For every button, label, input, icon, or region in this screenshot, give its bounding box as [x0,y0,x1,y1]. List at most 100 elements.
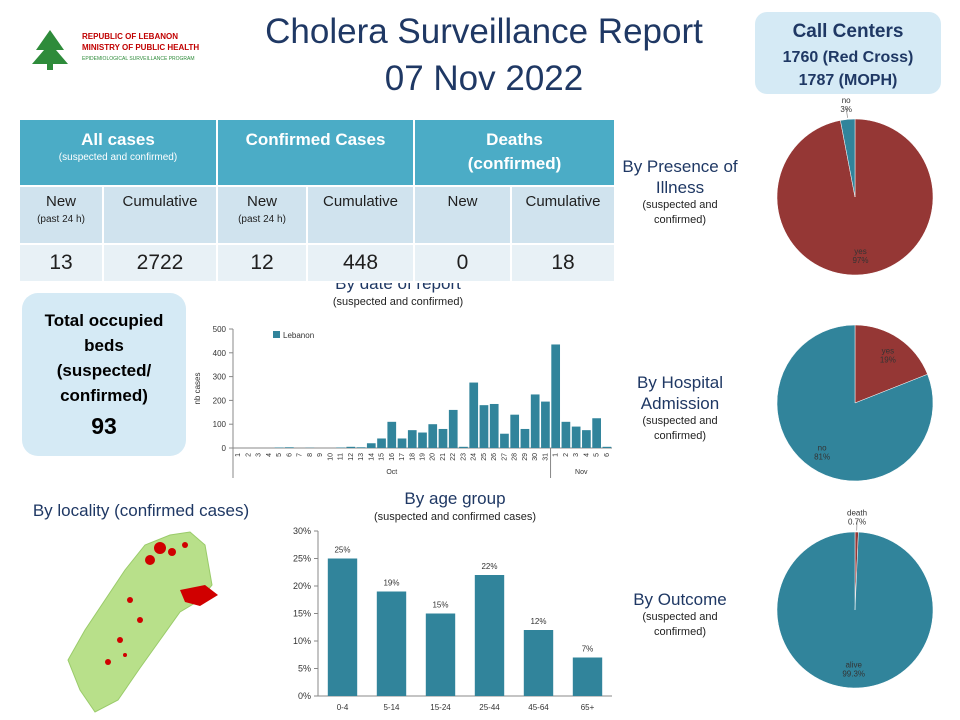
legend-label: Lebanon [283,331,314,340]
y-axis-label: nb cases [193,372,202,404]
bar [469,382,479,448]
call-box [755,12,941,94]
value-label: 12% [530,617,546,626]
beds-box [22,293,186,456]
bar [377,438,386,448]
y-tick-label: 200 [213,396,227,405]
col-header: Cumulative [305,185,416,245]
y-tick-label: 15% [293,609,311,619]
pie-subtitle: (suspected and confirmed) [642,611,718,638]
x-tick-label: 21 [440,453,447,461]
x-tick-label: 23 [460,453,467,461]
x-tick-label: 16 [389,453,396,461]
legend-swatch [273,331,280,338]
x-tick-label: 10 [327,453,334,461]
col-header: New (past 24 h) [18,185,104,245]
x-tick-label: 14 [368,453,375,461]
slice-value: 99.3% [842,669,865,678]
pie-title: By Hospital Admission (suspected and conf… [615,372,745,444]
x-tick-label: 31 [542,453,549,461]
y-tick-label: 400 [213,349,227,358]
bar [592,418,601,448]
x-tick-label: 11 [338,453,345,460]
beds-value: 93 [91,413,117,439]
bar [448,409,458,448]
slice-label: yes [882,347,894,356]
bar [510,414,520,448]
value-label: 7% [582,645,594,654]
value-label: 19% [383,579,399,588]
group-header: Confirmed Cases [215,118,416,187]
group-header: All cases (suspected and confirmed) [18,118,218,187]
x-tick-label: 6 [604,453,611,457]
x-tick-label: 2 [563,453,570,457]
bar [523,630,554,696]
report-date: 07 Nov 2022 [385,59,583,98]
cell: 448 [305,243,416,283]
x-tick-label: 3 [573,453,580,457]
x-tick-label: 9 [317,453,324,457]
bar [474,575,505,696]
slice-value: 3% [840,105,852,114]
slice-label: death [847,508,867,517]
x-tick-label: 30 [532,453,539,461]
x-tick-label: 25 [481,453,488,461]
pie-slice [854,324,928,404]
bar [366,443,376,448]
x-tick-label: 8 [307,453,314,457]
bar [428,424,438,448]
col-note: (past 24 h) [37,214,85,225]
x-tick-label: 4 [266,453,273,457]
beds-label: Total occupied beds (suspected/ confirme… [22,308,186,439]
bar [346,446,356,448]
bar [602,446,612,448]
pie-title-text: By Presence of Illness [622,157,738,197]
x-tick-label: 25-44 [479,703,500,712]
slice-label: alive [845,660,862,669]
value-label: 25% [334,546,350,555]
col-label: New [246,193,277,210]
bar [479,405,489,448]
x-tick-label: 45-64 [528,703,549,712]
x-tick-label: 15 [379,453,386,461]
pie-slice [776,531,934,689]
slice-value: 19% [880,356,896,365]
pie-title: By Outcome (suspected and confirmed) [615,589,745,640]
chart-title: By age group [404,489,505,508]
cell: 12 [216,243,308,283]
pie-title-text: By Hospital Admission [637,373,723,413]
cell: 2722 [102,243,218,283]
value-label: 22% [481,562,497,571]
x-tick-label: 28 [512,453,519,461]
bar [572,657,603,696]
cell: 18 [510,243,617,283]
col-header: Cumulative [510,185,617,245]
call-title: Call Centers [793,21,904,42]
call-line: 1760 (Red Cross) [783,49,914,66]
bar [387,421,397,448]
bar [530,394,540,448]
value-label: 15% [432,601,448,610]
pie-title: By Presence of Illness (suspected and con… [615,156,745,228]
slice-label: yes [854,247,866,256]
bar [418,432,427,448]
x-tick-label: 12 [348,453,355,461]
bar [438,428,448,448]
group-header: Deaths (confirmed) [413,118,617,187]
x-tick-label: 2 [245,453,252,457]
y-tick-label: 300 [213,373,227,382]
call-line: 1787 (MOPH) [799,72,898,89]
col-header: Cumulative [102,185,218,245]
bar [356,447,366,448]
bar [284,447,294,448]
y-tick-label: 100 [213,420,227,429]
x-tick-label: 29 [522,453,529,461]
summary-table: All cases (suspected and confirmed) Confi… [18,118,617,283]
month-label: Nov [575,469,588,476]
bar [582,430,591,448]
group-title: Deaths [486,130,543,149]
group-title: (confirmed) [467,154,562,173]
pie-subtitle: (suspected and confirmed) [642,415,718,442]
y-tick-label: 0% [298,691,311,701]
